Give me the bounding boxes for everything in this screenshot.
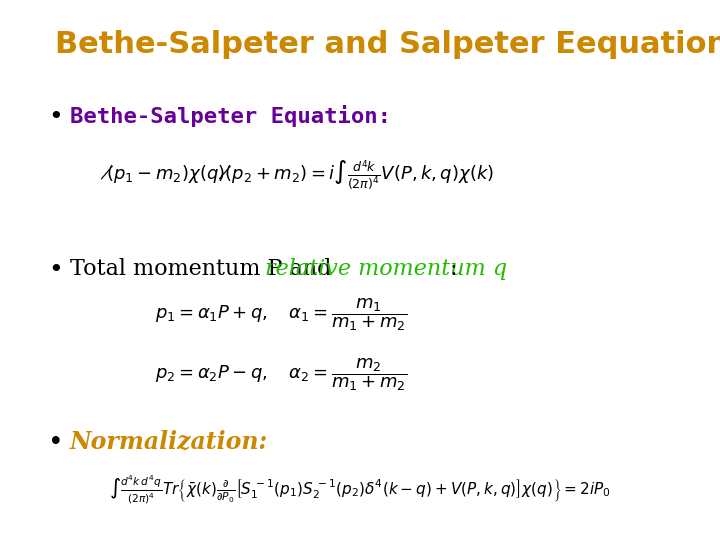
Text: •: • [48, 430, 63, 456]
Text: •: • [48, 258, 63, 282]
Text: Bethe-Salpeter and Salpeter Eequation: Bethe-Salpeter and Salpeter Eequation [55, 30, 720, 59]
Text: Total momentum P and: Total momentum P and [70, 258, 338, 280]
Text: $p_2 = \alpha_2 P - q, \quad \alpha_2 = \dfrac{m_2}{m_1 + m_2}$: $p_2 = \alpha_2 P - q, \quad \alpha_2 = … [155, 357, 408, 393]
Text: •: • [48, 105, 63, 129]
Text: $(\not{p}_1 - m_2)\chi(q)(\not{p}_2 + m_2) = i \int \frac{d^4k}{(2\pi)^4}V(P,k,q: $(\not{p}_1 - m_2)\chi(q)(\not{p}_2 + m_… [100, 158, 494, 192]
Text: Bethe-Salpeter Equation:: Bethe-Salpeter Equation: [70, 105, 391, 127]
Text: Normalization:: Normalization: [70, 430, 269, 454]
Text: :: : [450, 258, 457, 280]
Text: $p_1 = \alpha_1 P + q, \quad \alpha_1 = \dfrac{m_1}{m_1 + m_2}$: $p_1 = \alpha_1 P + q, \quad \alpha_1 = … [155, 296, 408, 333]
Text: relative momentum q: relative momentum q [265, 258, 507, 280]
Text: $\int \frac{d^4k\,d^4q}{(2\pi)^4}Tr\left\{\bar{\chi}(k)\frac{\partial}{\partial : $\int \frac{d^4k\,d^4q}{(2\pi)^4}Tr\left… [109, 474, 611, 506]
